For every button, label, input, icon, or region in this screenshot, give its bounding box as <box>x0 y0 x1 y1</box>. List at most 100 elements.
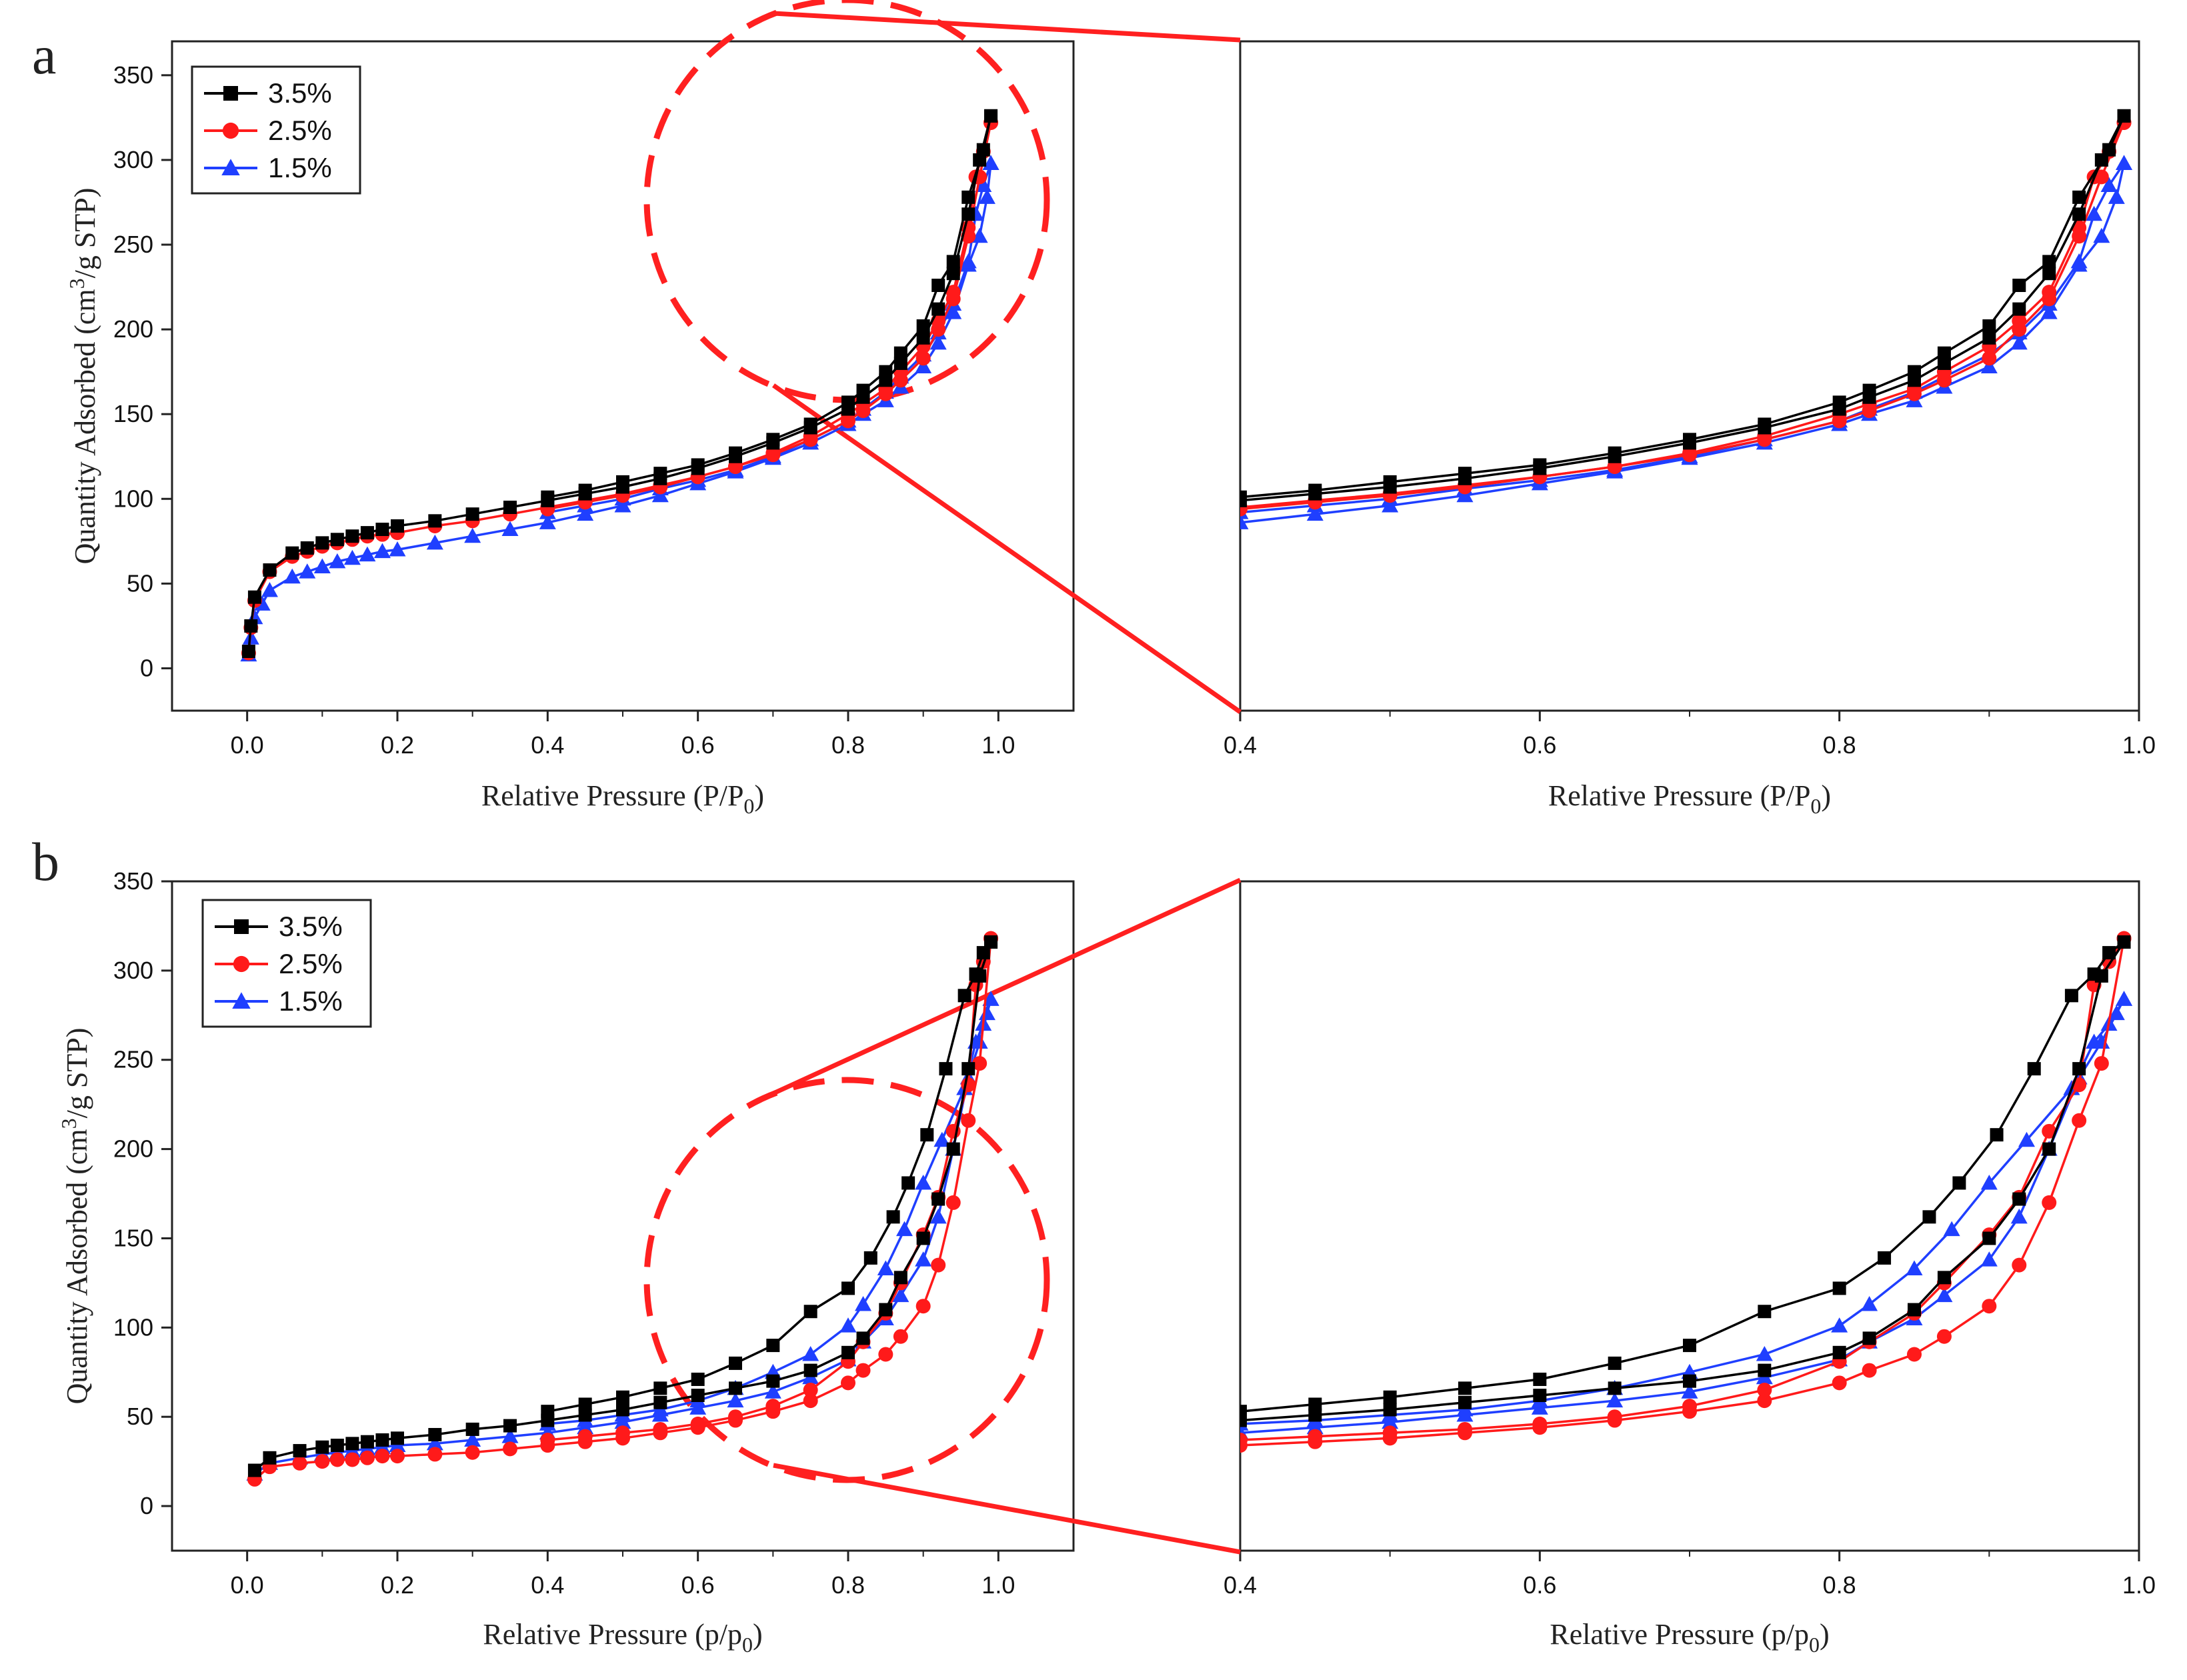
data-point <box>1878 1251 1892 1265</box>
data-point <box>877 1260 894 1275</box>
data-point <box>653 1381 667 1395</box>
data-point <box>577 505 594 521</box>
data-point <box>802 1345 819 1361</box>
data-point <box>465 1445 480 1460</box>
data-point <box>766 433 780 447</box>
data-point <box>931 1192 945 1206</box>
legend-b: 3.5% 2.5% 1.5% <box>201 899 372 1028</box>
data-point <box>360 526 374 540</box>
data-point <box>1908 365 1921 379</box>
data-point <box>2100 177 2118 193</box>
tick-layer: 0.0 0.2 0.4 0.6 0.8 1.0 0 50 100 150 200 250 300 350 0… <box>113 61 2156 1599</box>
series-1.5% <box>1240 991 2133 1440</box>
y-tick-label: 200 <box>113 315 153 343</box>
series-3.5% <box>247 935 998 1477</box>
plot-frame-a-zoom <box>1239 40 2140 712</box>
data-point <box>616 1390 629 1404</box>
data-point <box>343 549 361 565</box>
data-point <box>345 1437 359 1451</box>
data-point <box>945 285 961 300</box>
data-point <box>1682 1399 1697 1414</box>
data-point <box>1937 346 1951 360</box>
data-point <box>766 1374 780 1388</box>
data-point <box>916 1231 930 1245</box>
data-point <box>315 1440 329 1454</box>
data-point <box>541 490 555 504</box>
data-point <box>2027 1062 2041 1076</box>
x-tick-label: 1.0 <box>981 1571 1015 1599</box>
x-tick-label: 0.0 <box>231 1571 264 1599</box>
x-axis-label-b: Relative Pressure (p/p0) <box>483 1618 762 1657</box>
legend-label: 1.5% <box>279 985 343 1017</box>
series-1.5% <box>240 155 999 662</box>
data-point <box>1606 1392 1624 1408</box>
x-tick-label: 0.8 <box>831 731 865 759</box>
legend-a: 3.5% 2.5% 1.5% <box>191 65 361 195</box>
data-point <box>2102 946 2116 960</box>
data-point <box>221 159 240 175</box>
data-point <box>1861 1296 1878 1311</box>
data-point <box>2042 267 2056 281</box>
data-point <box>945 304 962 319</box>
y-tick-label: 100 <box>113 485 153 512</box>
series-line-adsorption <box>1240 941 2125 1422</box>
zoom-circle-b <box>643 1077 1050 1483</box>
data-point <box>841 1375 855 1391</box>
x-axis-label-a-main: Relative Pressure (P/P <box>481 779 744 812</box>
data-point <box>2042 1123 2057 1139</box>
data-point <box>892 1287 909 1303</box>
x-axis-label-a-zoom: Relative Pressure (P/P0) <box>1548 779 1831 818</box>
x-axis-label-a: Relative Pressure (P/P0) <box>481 779 764 818</box>
data-point <box>2010 1208 2028 1224</box>
data-point <box>765 1399 781 1414</box>
data-point <box>330 1439 344 1453</box>
data-point <box>2116 155 2133 171</box>
data-point <box>1240 1413 1247 1427</box>
data-point <box>345 1452 360 1467</box>
data-point <box>428 514 442 528</box>
y-tick-label: 0 <box>140 1492 153 1519</box>
data-point <box>293 1444 307 1458</box>
y-axis-label-b-main: Quantity Adsorbed (cm <box>61 1129 93 1404</box>
data-point <box>329 1452 345 1467</box>
data-point <box>1982 319 1996 333</box>
x-tick-label: 0.6 <box>681 1571 715 1599</box>
data-point <box>803 1363 817 1377</box>
x-tick-label: 0.6 <box>1523 731 1556 759</box>
data-point <box>915 1174 932 1190</box>
data-point <box>391 1431 404 1445</box>
x-tick-label: 0.2 <box>381 731 414 759</box>
data-point <box>841 395 855 409</box>
data-point <box>540 1433 555 1448</box>
x-tick-label: 0.8 <box>1823 1571 1856 1599</box>
data-point <box>855 1296 872 1311</box>
data-point <box>2117 935 2131 949</box>
data-point <box>1982 1231 1996 1245</box>
data-point <box>2094 1056 2109 1071</box>
data-point <box>285 546 299 560</box>
y-tick-label: 250 <box>113 231 153 258</box>
data-point <box>292 1455 307 1471</box>
y-axis-label-b-rest: /g STP) <box>61 1028 93 1119</box>
data-point <box>578 1408 592 1422</box>
data-point <box>233 955 250 973</box>
data-point <box>2070 253 2088 269</box>
data-point <box>1458 1421 1472 1437</box>
data-point <box>1240 1405 1247 1419</box>
data-point <box>283 568 301 584</box>
data-point <box>223 86 238 101</box>
data-point <box>729 446 742 460</box>
zoom-line-bottom-a <box>771 383 1242 714</box>
series-line-desorption <box>1240 122 2126 511</box>
data-point <box>1906 1260 1923 1275</box>
data-point <box>616 1403 629 1417</box>
data-point <box>946 255 960 269</box>
x-tick-label: 0.4 <box>531 731 564 759</box>
series-2.5% <box>241 115 999 661</box>
x-axis-label-a-sub: 0 <box>743 794 754 818</box>
data-point <box>464 527 481 543</box>
legend-layer: 3.5% 2.5% 1.5% 3.5% 2.5% 1.5% <box>191 65 372 1028</box>
data-point <box>931 279 945 293</box>
y-axis-label-a-rest: /g STP) <box>69 188 101 279</box>
data-point <box>1607 1409 1622 1425</box>
